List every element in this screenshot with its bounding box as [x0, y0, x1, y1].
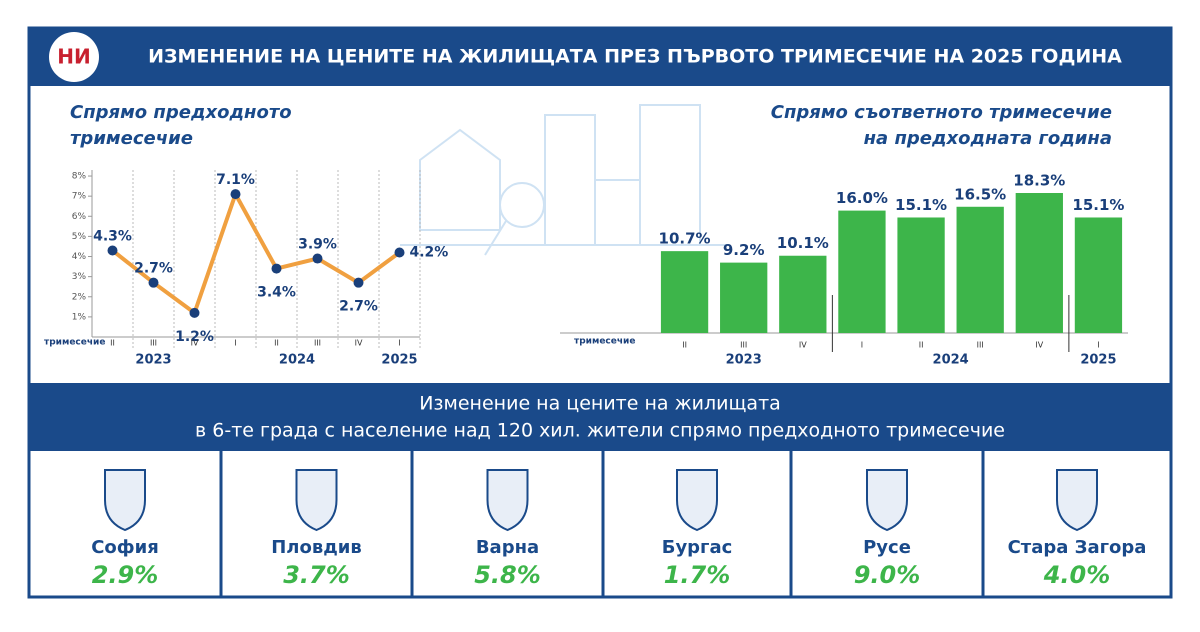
- point: [312, 253, 323, 264]
- city-crest: [295, 469, 338, 532]
- y-tick-label: 4%: [72, 252, 87, 262]
- city-name: Стара Загора: [1008, 537, 1147, 558]
- value-label: 3.9%: [298, 237, 337, 253]
- bar: [956, 206, 1004, 333]
- y-tick-label: 3%: [72, 272, 87, 282]
- line: [111, 189, 401, 317]
- x-axis-label: тримесечие: [574, 337, 635, 347]
- header-band: [29, 28, 1171, 86]
- value-label: 16.5%: [954, 185, 1006, 203]
- x-tick-label: I: [234, 339, 236, 348]
- x-tick-label: I: [398, 339, 400, 348]
- x-tick-label: IV: [799, 341, 807, 350]
- section-title: в 6-те града с население над 120 хил. жи…: [195, 420, 1005, 442]
- x-tick-label: III: [740, 341, 747, 350]
- value-label: 9.2%: [723, 241, 765, 259]
- x-tick-label: I: [1097, 341, 1099, 350]
- chart-title: Спрямо предходното: [70, 102, 292, 123]
- city-change: 5.8%: [474, 561, 541, 589]
- point: [271, 263, 282, 274]
- value-label: 1.2%: [175, 329, 214, 345]
- header-title: ИЗМЕНЕНИЕ НА ЦЕНИТЕ НА ЖИЛИЩАТА ПРЕЗ ПЪР…: [148, 46, 1122, 68]
- x-tick-label: II: [274, 339, 279, 348]
- value-label: 7.1%: [216, 172, 255, 188]
- value-label: 10.1%: [777, 234, 829, 252]
- point: [394, 247, 405, 258]
- city-crest: [104, 469, 146, 532]
- section-band: [29, 383, 1171, 451]
- value-label: 4.2%: [410, 244, 449, 260]
- city-crest: [866, 469, 908, 532]
- city-change: 2.9%: [92, 561, 159, 589]
- bar: [1074, 217, 1123, 333]
- y-tick-label: 8%: [72, 172, 87, 182]
- city-change: 1.7%: [664, 561, 731, 589]
- logo: [49, 32, 99, 82]
- chart-title: на предходната година: [864, 128, 1112, 149]
- x-axis-label: тримесечие: [44, 338, 105, 348]
- x-tick-label: III: [314, 339, 321, 348]
- bar: [838, 210, 886, 333]
- value-label: 10.7%: [659, 230, 711, 248]
- bar: [1015, 193, 1063, 333]
- x-tick-label: III: [977, 341, 984, 350]
- point: [148, 277, 159, 288]
- point: [353, 277, 364, 288]
- x-tick-label: II: [110, 339, 115, 348]
- year-label: 2024: [933, 353, 969, 368]
- city-change: 4.0%: [1043, 561, 1111, 589]
- logo-mark: НИ: [57, 45, 90, 69]
- x-tick-label: IV: [191, 339, 199, 348]
- year-label: 2023: [726, 353, 762, 368]
- x-tick-label: IV: [1035, 341, 1043, 350]
- city-crest: [1056, 469, 1098, 532]
- city-change: 3.7%: [283, 561, 350, 589]
- bar: [660, 251, 709, 333]
- city-crest: [486, 469, 529, 532]
- y-tick-label: 7%: [72, 192, 87, 202]
- city-name: Варна: [476, 537, 539, 558]
- value-label: 15.1%: [1072, 196, 1124, 214]
- city-name: Бургас: [662, 537, 733, 558]
- year-label: 2024: [279, 353, 315, 368]
- city-change: 9.0%: [854, 561, 921, 589]
- year-label: 2025: [1080, 353, 1116, 368]
- x-tick-label: II: [682, 341, 687, 350]
- value-label: 18.3%: [1013, 172, 1065, 190]
- bar: [897, 217, 945, 333]
- chart-title: Спрямо съответното тримесечие: [771, 102, 1112, 123]
- city-crest: [676, 469, 718, 532]
- value-label: 16.0%: [836, 189, 888, 207]
- x-tick-label: III: [150, 339, 157, 348]
- bar: [779, 255, 827, 333]
- point: [107, 245, 118, 256]
- section-title: Изменение на цените на жилищата: [419, 393, 781, 415]
- value-label: 4.3%: [93, 228, 132, 244]
- decor-buildings: [400, 104, 730, 256]
- y-tick-label: 5%: [72, 232, 87, 242]
- y-tick-label: 1%: [72, 312, 87, 322]
- point: [230, 189, 241, 200]
- chart-title: тримесечие: [70, 128, 193, 149]
- value-label: 2.7%: [339, 299, 378, 315]
- point: [189, 307, 200, 318]
- y-tick-label: 2%: [72, 292, 87, 302]
- city-name: София: [91, 537, 159, 558]
- x-tick-label: IV: [355, 339, 363, 348]
- value-label: 3.4%: [257, 285, 296, 301]
- city-name: Русе: [863, 537, 911, 558]
- city-name: Пловдив: [271, 537, 362, 558]
- bar: [720, 262, 768, 333]
- year-label: 2025: [381, 353, 417, 368]
- year-label: 2023: [135, 353, 171, 368]
- value-label: 2.7%: [134, 261, 173, 277]
- x-tick-label: II: [919, 341, 924, 350]
- x-tick-label: I: [861, 341, 863, 350]
- value-label: 15.1%: [895, 196, 947, 214]
- y-tick-label: 6%: [72, 212, 87, 222]
